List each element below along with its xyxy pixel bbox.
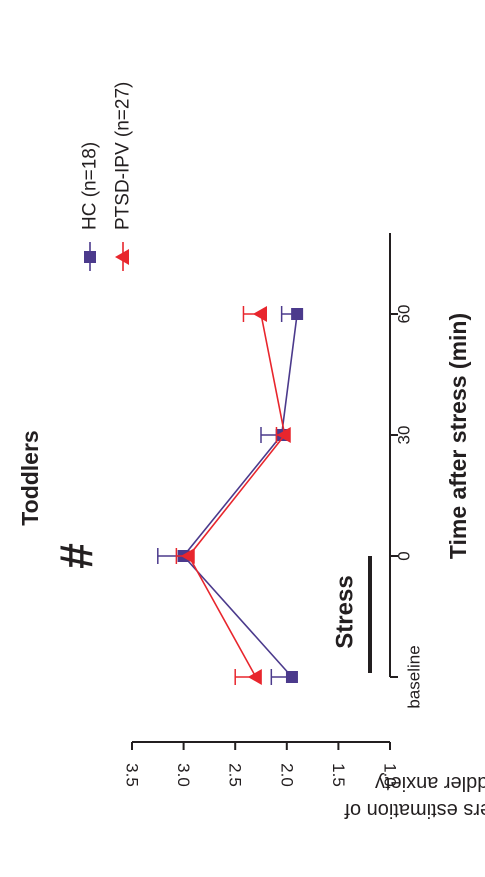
legend-marker <box>115 249 129 265</box>
data-point <box>247 669 262 685</box>
data-point <box>285 671 298 683</box>
y-tick-label: 2.5 <box>226 763 245 787</box>
y-tick-label: 1.0 <box>381 763 400 787</box>
x-tick-label: baseline <box>405 645 424 708</box>
x-tick-label: 30 <box>395 426 414 445</box>
x-tick-label: 60 <box>395 305 414 324</box>
plot-area: 1.0 1.5 2.0 2.5 3.0 3.5 baseline 0 30 60 Mothers e… <box>17 82 485 821</box>
data-point <box>180 548 195 564</box>
y-tick-label: 3.0 <box>174 763 193 787</box>
y-axis-title: toddler anxiety <box>375 772 485 794</box>
series-line <box>187 313 286 678</box>
stress-label: Stress <box>332 575 359 648</box>
y-tick-label: 2.0 <box>277 763 296 787</box>
legend-marker <box>84 251 96 263</box>
y-tick-label: 3.5 <box>123 763 142 787</box>
x-tick-label: 0 <box>395 551 414 560</box>
chart-title: Toddlers <box>17 430 43 525</box>
y-tick-label: 1.5 <box>329 763 348 787</box>
data-point <box>276 427 291 443</box>
data-point <box>291 308 304 320</box>
series-0 <box>157 306 304 685</box>
series-1 <box>175 306 291 685</box>
data-point <box>253 306 267 322</box>
legend-label: PTSD-IPV (n=27) <box>113 82 134 230</box>
significance-marker: # <box>50 543 102 569</box>
y-axis-title: Mothers estimation of <box>344 799 485 821</box>
series-line <box>182 313 298 678</box>
x-axis-title: Time after stress (min) <box>445 313 471 559</box>
legend-label: HC (n=18) <box>80 142 101 230</box>
